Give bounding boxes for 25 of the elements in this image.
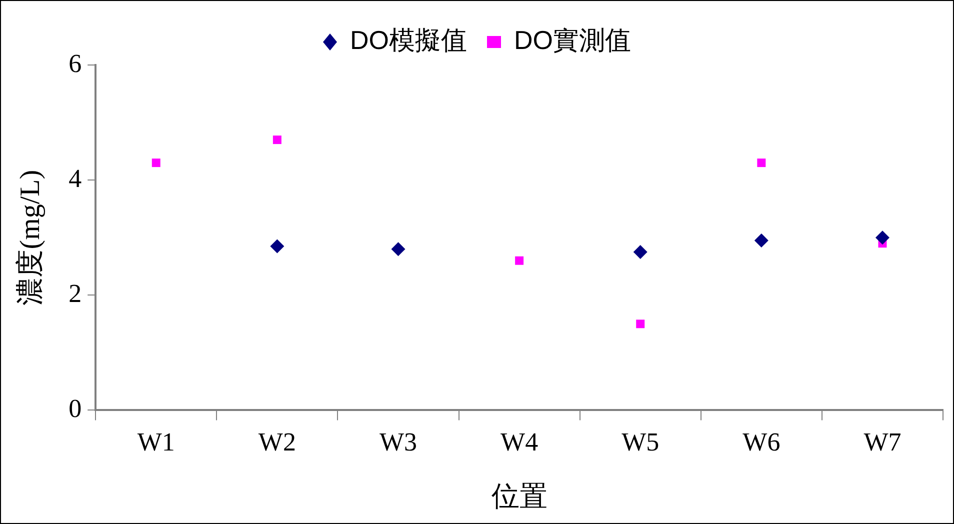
x-axis-title: 位置 [491, 482, 548, 513]
y-tick-label: 4 [68, 164, 82, 193]
x-tick-label: W5 [622, 428, 660, 457]
x-tick-label: W7 [864, 428, 902, 457]
point [270, 239, 284, 254]
point [391, 242, 406, 256]
legend-label: DO模擬值 [350, 25, 467, 56]
point [152, 158, 160, 168]
y-axis-title: 濃度(mg/L) [15, 170, 46, 306]
y-tick-label: 2 [68, 278, 82, 308]
point [515, 256, 524, 265]
point [272, 136, 282, 144]
point [875, 230, 890, 245]
point [754, 233, 768, 248]
x-tick-label: W4 [500, 428, 538, 457]
point [636, 320, 645, 328]
x-tick-label: W1 [137, 428, 175, 457]
x-tick-label: W3 [379, 428, 418, 457]
y-tick-label: 6 [68, 48, 82, 78]
legend-label: DO實測值 [514, 25, 631, 56]
y-tick-label: 0 [68, 394, 82, 424]
x-tick-label: W2 [258, 428, 296, 457]
x-tick-label: W6 [742, 428, 780, 457]
point [633, 244, 648, 259]
point [757, 158, 766, 168]
